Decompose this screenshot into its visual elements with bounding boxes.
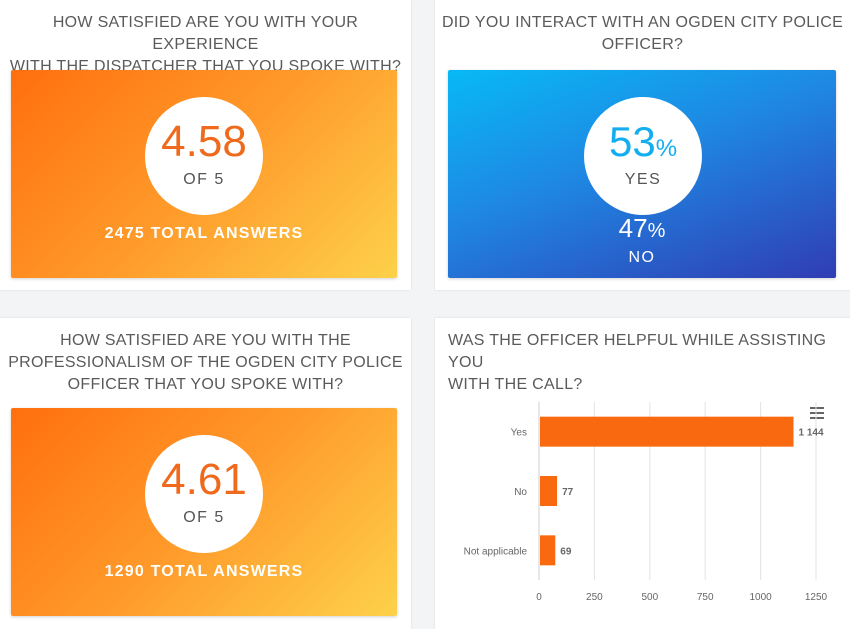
hamburger-menu-icon[interactable] [810, 407, 824, 419]
helpful-card-title: WAS THE OFFICER HELPFUL WHILE ASSISTING … [448, 332, 827, 393]
dispatcher-satisfaction-card: HOW SATISFIED ARE YOU WITH YOUR EXPERIEN… [0, 0, 411, 290]
professionalism-total-answers: 1290 TOTAL ANSWERS [104, 563, 304, 580]
officer-helpful-card: WAS THE OFFICER HELPFUL WHILE ASSISTING … [435, 318, 850, 629]
dispatcher-score-scale: OF 5 [183, 171, 225, 188]
score-circle: 4.61 OF 5 [145, 435, 263, 553]
no-percentage: 47% [618, 213, 666, 243]
bar [540, 476, 558, 506]
x-tick-label: 250 [586, 592, 603, 603]
interaction-card: DID YOU INTERACT WITH AN OGDEN CITY POLI… [435, 0, 850, 290]
yes-circle: 53% YES [584, 97, 702, 215]
dispatcher-total-answers: 2475 TOTAL ANSWERS [104, 225, 304, 242]
professionalism-score-scale: OF 5 [183, 509, 225, 526]
score-circle: 4.58 OF 5 [145, 97, 263, 215]
no-label: NO [628, 249, 656, 266]
dispatcher-card-title: HOW SATISFIED ARE YOU WITH YOUR EXPERIEN… [9, 14, 402, 75]
category-label: Not applicable [464, 546, 528, 557]
dispatcher-score-value: 4.58 [161, 117, 247, 166]
interaction-panel: 53% YES 47% NO [448, 70, 836, 278]
professionalism-card: HOW SATISFIED ARE YOU WITH THE PROFESSIO… [0, 318, 411, 629]
yes-label: YES [624, 171, 662, 188]
x-tick-label: 1000 [749, 592, 772, 603]
helpful-bar-chart: 0 250 500 750 1000 1250 Yes 1 144 No 77 Not applic… [464, 402, 828, 603]
bar [540, 535, 556, 566]
professionalism-score-panel: 4.61 OF 5 1290 TOTAL ANSWERS [11, 408, 397, 616]
x-tick-label: 750 [697, 592, 714, 603]
data-label: 77 [562, 487, 574, 498]
data-label: 69 [560, 546, 572, 557]
dispatcher-score-panel: 4.58 OF 5 2475 TOTAL ANSWERS [11, 70, 397, 278]
x-tick-label: 1250 [805, 592, 828, 603]
interaction-card-title: DID YOU INTERACT WITH AN OGDEN CITY POLI… [441, 14, 844, 53]
yes-percentage: 53% [608, 118, 678, 165]
category-label: Yes [511, 428, 527, 439]
x-tick-label: 500 [641, 592, 658, 603]
data-label: 1 144 [799, 428, 824, 439]
professionalism-score-value: 4.61 [161, 455, 247, 504]
professionalism-card-title: HOW SATISFIED ARE YOU WITH THE PROFESSIO… [8, 332, 403, 393]
bar [540, 416, 794, 447]
category-label: No [514, 487, 527, 498]
x-tick-label: 0 [536, 592, 542, 603]
